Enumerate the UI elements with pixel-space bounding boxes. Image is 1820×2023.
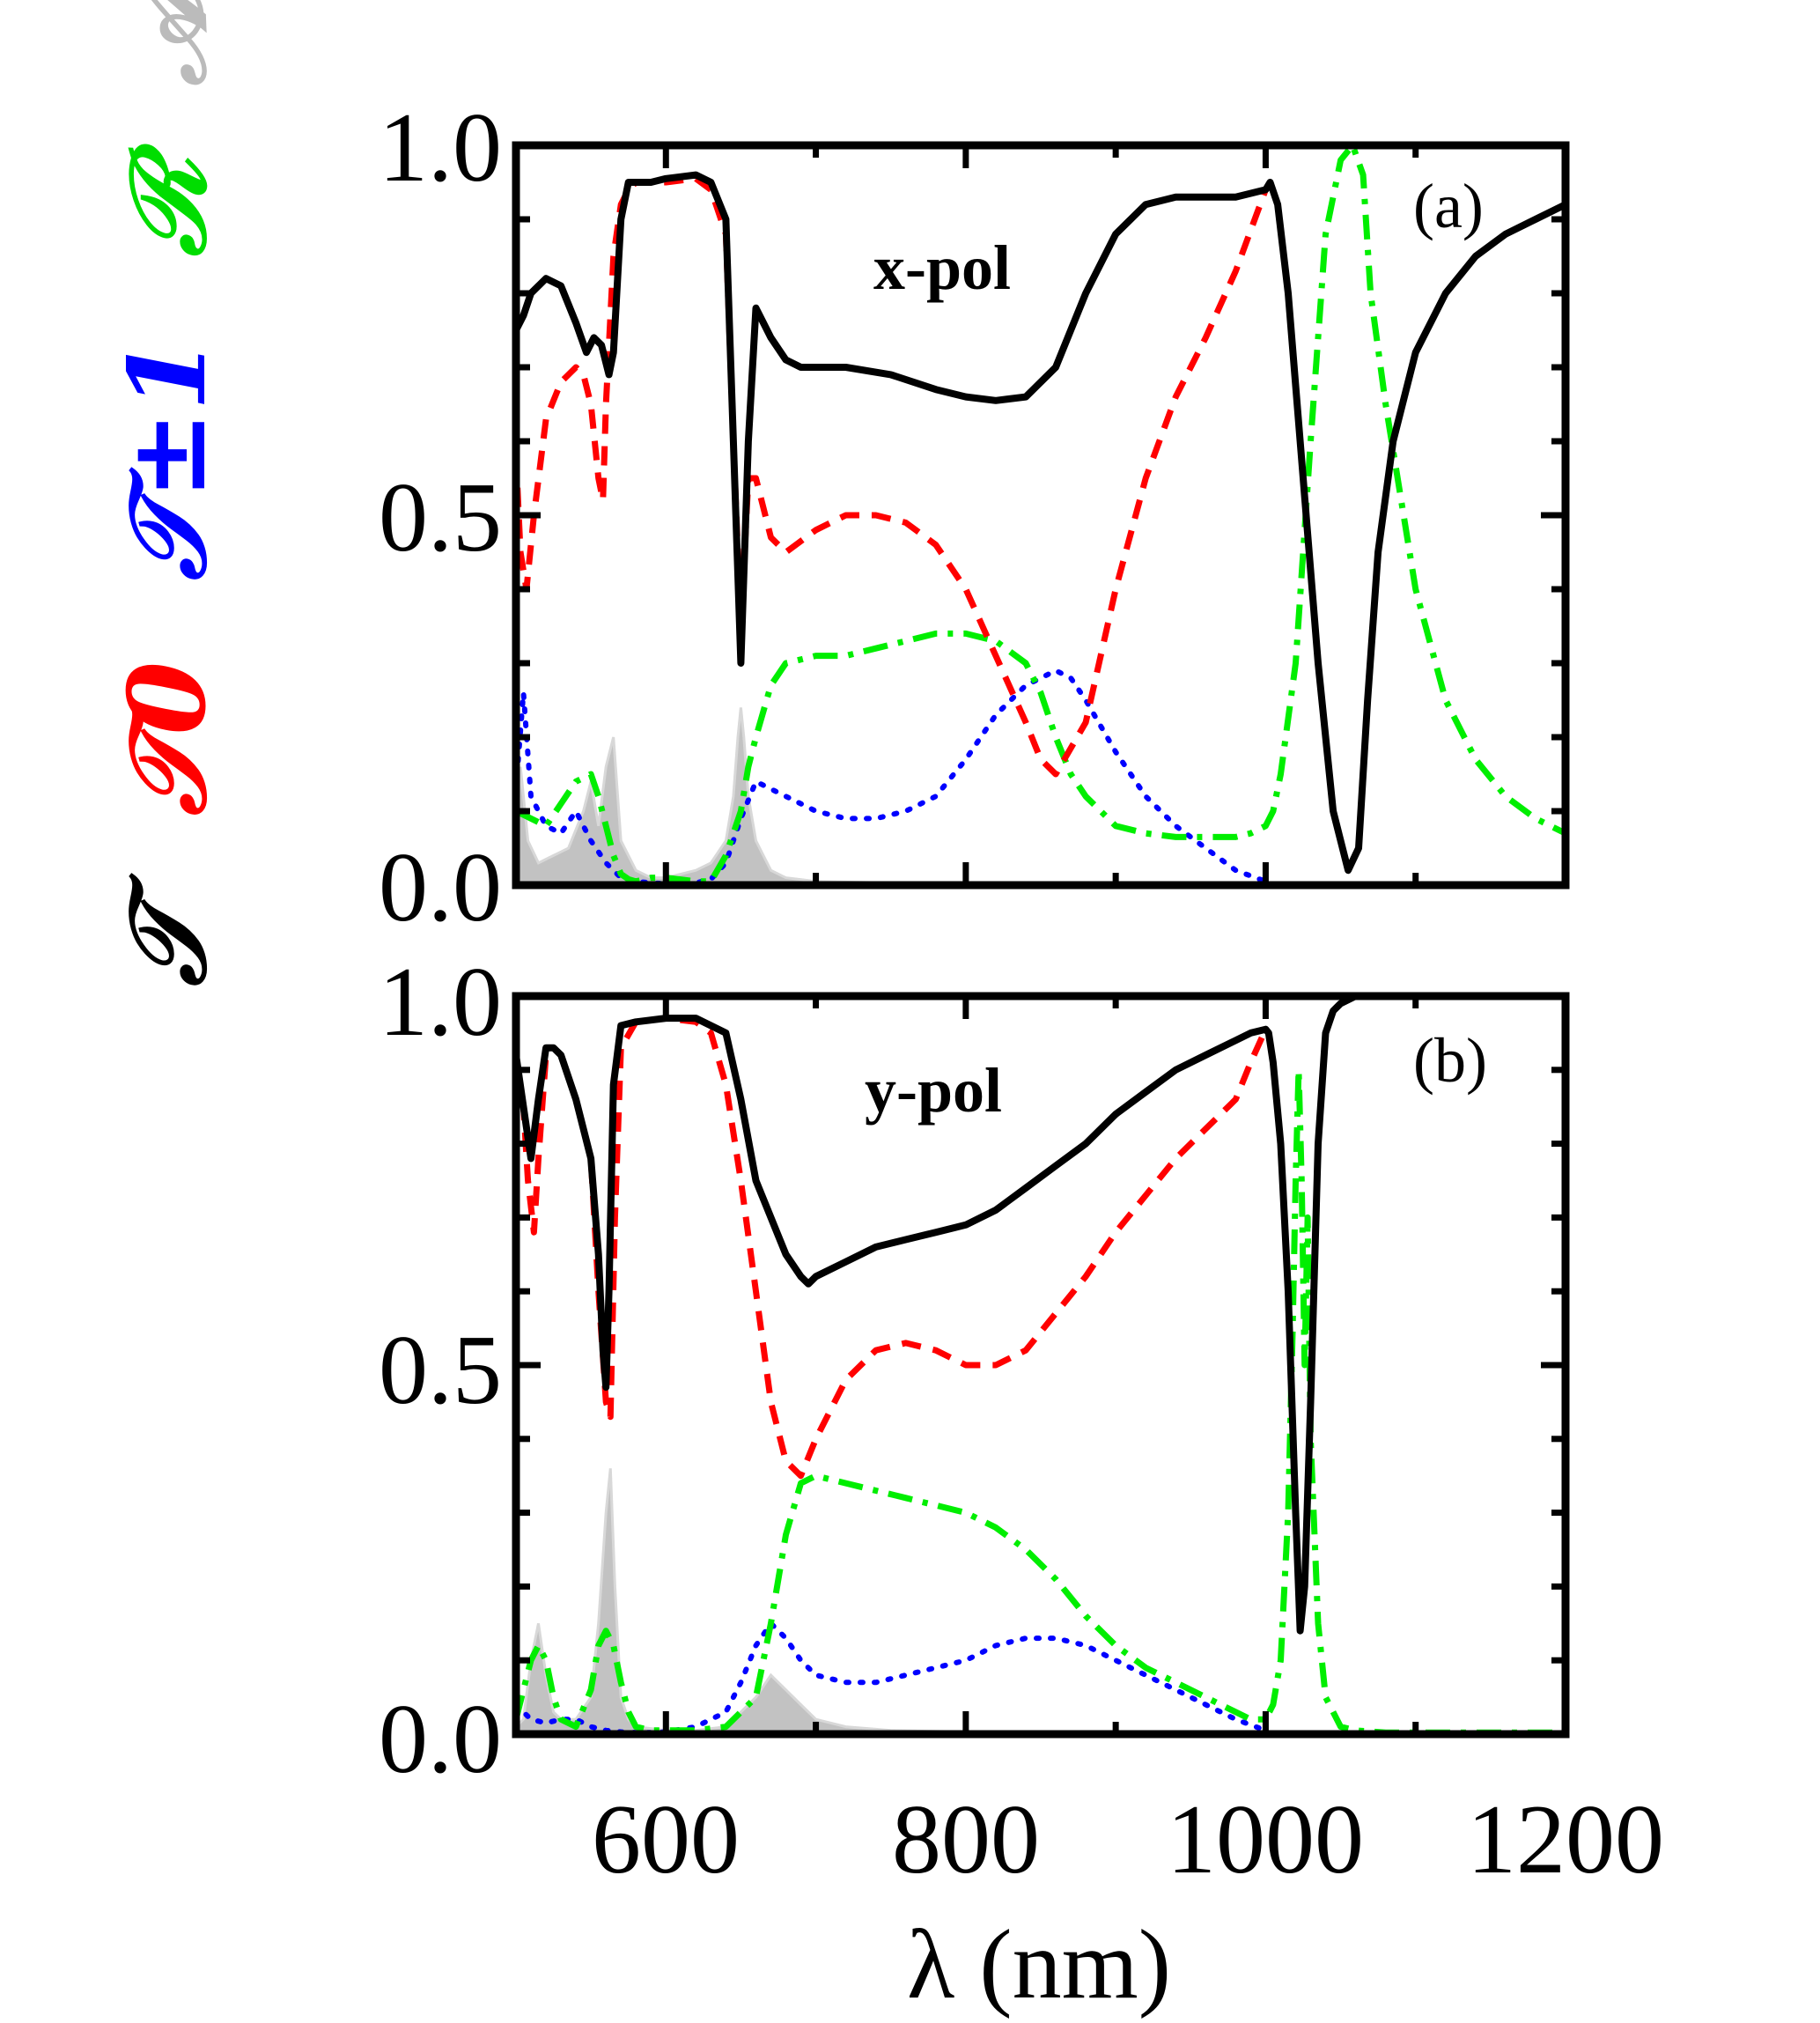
panel-a-annotation: x-pol — [873, 233, 1011, 303]
y-label-A: 𝒜 — [106, 0, 230, 86]
panel-b-series-R-line — [516, 1067, 1566, 1734]
panel-b-ticks — [516, 996, 1566, 1734]
y-label-T1: 𝒯±1 — [106, 337, 230, 581]
xtick-label-1200: 1200 — [1467, 1785, 1664, 1894]
y-label-T: 𝒯 — [106, 873, 230, 987]
y-label-T0: 𝒯0 — [106, 661, 230, 816]
y-axis-label: 𝒯 𝒯0 𝒯±1 ℛ 𝒜 — [106, 0, 230, 987]
panel-b-ytick-label-0.5: 0.5 — [379, 1316, 502, 1425]
y-label-R: ℛ — [106, 141, 230, 257]
panel-b-plot-area — [516, 996, 1566, 1734]
panel-a-series-T-line — [516, 171, 1566, 875]
panel-b-series-T-line — [516, 996, 1566, 1635]
panel-a: 1.0 0.5 0.0 (a) x-pol — [379, 93, 1570, 942]
xtick-label-1000: 1000 — [1167, 1785, 1364, 1894]
panel-b-ytick-label-0.0: 0.0 — [379, 1685, 502, 1794]
panel-a-ticks — [516, 145, 1566, 885]
panel-b-ytick-label-1.0: 1.0 — [379, 948, 502, 1057]
panel-b-label: (b) — [1413, 1025, 1487, 1096]
panel-a-ytick-label-0.5: 0.5 — [379, 463, 502, 572]
panel-b: 1.0 0.5 0.0 (b) y-pol 600 800 1000 1200 — [379, 948, 1664, 1894]
panel-a-ytick-label-1.0: 1.0 — [379, 93, 502, 203]
xtick-label-800: 800 — [892, 1785, 1040, 1894]
x-axis-label: λ (nm) — [907, 1910, 1171, 2019]
panel-b-series-T1-line — [516, 1621, 1566, 1734]
panel-a-ytick-label-0.0: 0.0 — [379, 833, 502, 942]
panel-a-series-R-line — [516, 145, 1566, 885]
panel-b-annotation: y-pol — [865, 1055, 1002, 1126]
panel-a-label: (a) — [1413, 171, 1484, 241]
xtick-label-600: 600 — [592, 1785, 740, 1894]
